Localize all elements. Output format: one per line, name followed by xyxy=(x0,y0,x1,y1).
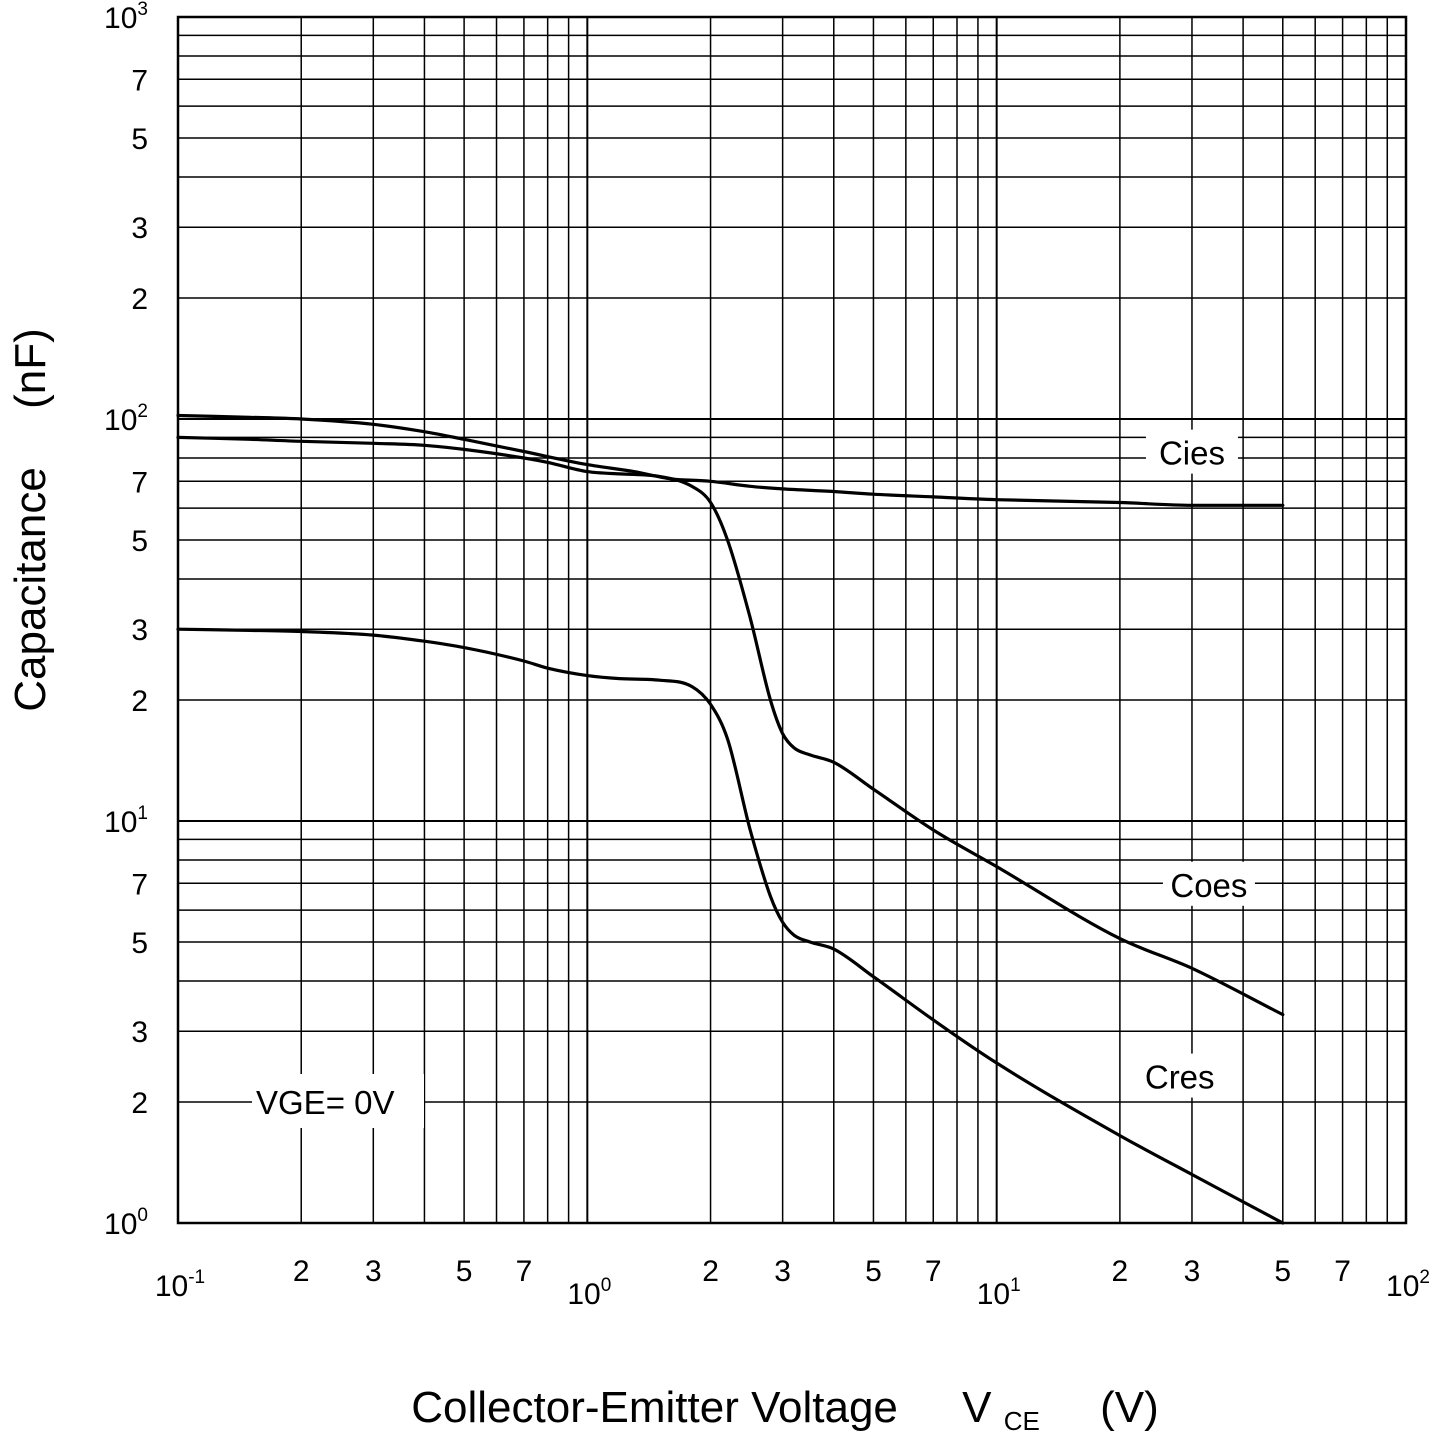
x-tick-label: 3 xyxy=(365,1255,382,1288)
x-tick-base: 10 xyxy=(1386,1270,1419,1303)
x-tick-label: 2 xyxy=(702,1255,719,1288)
curve-label-text: Cies xyxy=(1159,435,1225,472)
curve-label-coes: Coes xyxy=(1162,861,1255,906)
y-tick-label: 3 xyxy=(131,212,148,245)
x-tick-label: 5 xyxy=(1274,1255,1291,1288)
x-tick-exponent: 2 xyxy=(1419,1267,1430,1288)
x-tick-exponent: 0 xyxy=(601,1275,612,1296)
y-tick-label: 3 xyxy=(131,1016,148,1049)
x-axis-subscript: CE xyxy=(1004,1406,1040,1432)
y-tick-base: 10 xyxy=(104,404,137,437)
x-tick-label: 102 xyxy=(1386,1267,1430,1303)
curve-label-text: Coes xyxy=(1170,867,1247,904)
x-tick-exponent: 1 xyxy=(1010,1275,1021,1296)
y-tick-label: 5 xyxy=(131,123,148,156)
curve-label-cres: Cres xyxy=(1133,1053,1226,1098)
plot-frame xyxy=(176,15,1408,1225)
y-axis-title: Capacitance (nF) xyxy=(6,328,55,712)
curve-label-text: Cres xyxy=(1145,1059,1215,1096)
y-tick-exponent: 1 xyxy=(137,803,148,824)
x-axis-symbol: V xyxy=(962,1383,992,1432)
x-tick-label: 7 xyxy=(1334,1255,1351,1288)
grid xyxy=(177,17,1406,1224)
y-tick-label: 5 xyxy=(131,927,148,960)
curves xyxy=(176,413,1285,1225)
x-tick-label: 2 xyxy=(293,1255,310,1288)
y-tick-label: 2 xyxy=(131,685,148,718)
x-tick-label: 101 xyxy=(977,1275,1021,1311)
y-tick-label: 100 xyxy=(104,1205,148,1241)
y-tick-base: 10 xyxy=(104,806,137,839)
x-axis-unit: (V) xyxy=(1100,1383,1159,1432)
curve-label-cies: Cies xyxy=(1145,429,1238,474)
x-tick-label: 7 xyxy=(925,1255,942,1288)
x-tick-label: 5 xyxy=(865,1255,882,1288)
x-tick-label: 10-1 xyxy=(155,1267,205,1303)
condition-label: VGE= 0V xyxy=(256,1084,395,1121)
x-tick-base: 10 xyxy=(155,1270,188,1303)
annotations: Cies Coes Cres xyxy=(1133,429,1255,1098)
y-tick-exponent: 0 xyxy=(137,1205,148,1226)
y-tick-base: 10 xyxy=(104,1208,137,1241)
y-tick-exponent: 3 xyxy=(137,0,148,20)
x-tick-label: 100 xyxy=(567,1275,611,1311)
y-tick-label: 101 xyxy=(104,803,148,839)
curve-coes xyxy=(176,435,1285,1017)
y-tick-label: 3 xyxy=(131,614,148,647)
y-tick-label: 103 xyxy=(104,0,148,35)
x-tick-base: 10 xyxy=(977,1278,1010,1311)
x-tick-base: 10 xyxy=(567,1278,600,1311)
y-axis-unit: (nF) xyxy=(6,328,55,409)
x-axis-title-main: Collector-Emitter Voltage xyxy=(411,1383,898,1432)
y-tick-base: 10 xyxy=(104,2,137,35)
y-tick-label: 102 xyxy=(104,401,148,437)
y-tick-label: 7 xyxy=(131,868,148,901)
y-tick-label: 7 xyxy=(131,466,148,499)
curve-cres xyxy=(176,627,1285,1225)
x-tick-exponent: -1 xyxy=(188,1267,205,1288)
x-axis-title: Collector-Emitter Voltage V CE (V) xyxy=(411,1383,1159,1432)
y-tick-label: 2 xyxy=(131,1087,148,1120)
condition-label-background xyxy=(252,1073,424,1128)
curve-label-background xyxy=(1145,429,1238,474)
curve-cies xyxy=(176,413,1285,507)
curve-label-background xyxy=(1133,1053,1226,1098)
x-tick-label: 3 xyxy=(1184,1255,1201,1288)
y-tick-exponent: 2 xyxy=(137,401,148,422)
y-tick-label: 5 xyxy=(131,525,148,558)
y-tick-label: 7 xyxy=(131,64,148,97)
x-tick-label: 7 xyxy=(516,1255,533,1288)
x-tick-label: 2 xyxy=(1112,1255,1129,1288)
x-tick-label: 3 xyxy=(774,1255,791,1288)
y-tick-label: 2 xyxy=(131,283,148,316)
x-tick-label: 5 xyxy=(456,1255,473,1288)
y-axis-title-main: Capacitance xyxy=(6,467,55,712)
curve-label-background xyxy=(1162,861,1255,906)
